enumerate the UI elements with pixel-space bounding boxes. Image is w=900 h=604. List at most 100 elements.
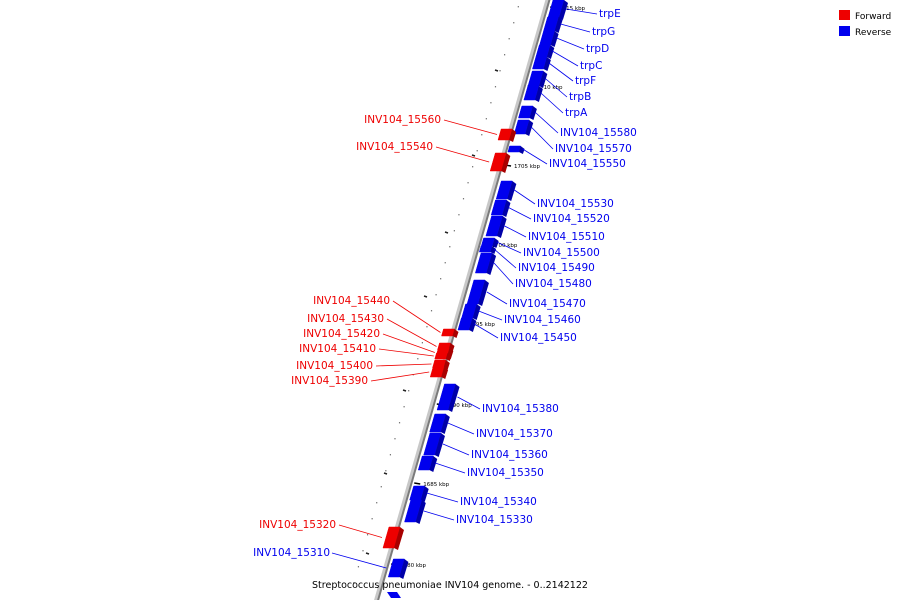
track-dot — [353, 582, 355, 584]
gene-blocks — [382, 0, 569, 598]
gene-block — [457, 317, 477, 332]
axis-tick — [414, 482, 421, 485]
gene-label: INV104_15350 — [467, 467, 544, 479]
label-leader — [338, 524, 383, 538]
gene-block — [404, 499, 426, 524]
label-leader — [478, 310, 503, 321]
gene-block — [532, 56, 551, 71]
track-dot — [376, 502, 378, 504]
gene-label: INV104_15340 — [460, 496, 537, 508]
label-leader — [493, 248, 517, 269]
axis-tick-label: 1710 kbp — [537, 85, 563, 91]
track-dot — [435, 294, 437, 296]
track-dot — [513, 22, 515, 24]
label-leader — [556, 37, 585, 50]
label-leader — [378, 348, 434, 357]
gene-label: INV104_15420 — [303, 328, 380, 340]
track-dot — [494, 86, 497, 88]
gene-block — [387, 592, 401, 598]
track-dot — [462, 198, 465, 200]
gene-label: INV104_15400 — [296, 360, 373, 372]
label-leader — [540, 92, 564, 114]
label-leader — [331, 552, 387, 569]
axis-tick-label: 1695 kbp — [469, 322, 495, 328]
gene-label: trpD — [586, 43, 609, 55]
gene-block — [434, 352, 452, 361]
track-dot — [430, 310, 433, 312]
track-dot — [421, 342, 423, 344]
label-leader — [435, 462, 466, 474]
gene-block — [479, 245, 497, 254]
gene-block — [489, 152, 511, 173]
track-dot — [389, 454, 392, 456]
gene-block — [432, 359, 450, 370]
gene-block — [481, 237, 499, 248]
gene-block — [497, 128, 517, 142]
gene-label: trpG — [592, 26, 615, 38]
gene-block — [507, 145, 525, 154]
gene-block — [461, 303, 481, 320]
track-dot — [481, 134, 483, 136]
label-leader — [426, 492, 459, 503]
gene-label: INV104_15410 — [299, 343, 376, 355]
track-dot — [380, 486, 382, 488]
label-leader — [375, 363, 432, 367]
gene-label: INV104_15490 — [518, 262, 595, 274]
track-dash — [471, 154, 476, 157]
label-leader — [530, 126, 554, 150]
gene-block — [518, 105, 537, 120]
label-leader — [447, 422, 475, 435]
label-leader — [565, 8, 598, 15]
axis-line — [376, 0, 551, 604]
axis-tick-label: 1705 kbp — [514, 164, 540, 170]
gene-label: INV104_15380 — [482, 403, 559, 415]
legend-reverse-swatch — [839, 26, 850, 36]
legend-reverse-label: Reverse — [855, 28, 892, 38]
gene-label: trpB — [569, 91, 591, 103]
genome-axis — [373, 0, 551, 604]
gene-label: INV104_15440 — [313, 295, 390, 307]
legend-forward-swatch — [839, 10, 850, 20]
gene-label: INV104_15470 — [509, 298, 586, 310]
track-dot — [440, 278, 442, 280]
gene-block — [387, 558, 409, 579]
track-dot — [490, 102, 492, 104]
label-leader — [486, 291, 508, 305]
gene-label: trpA — [565, 107, 588, 119]
gene-block — [543, 16, 563, 33]
track-dot — [453, 230, 455, 232]
track-dot — [517, 6, 519, 8]
axis-tick-label: 1715 kbp — [559, 6, 585, 12]
label-leader — [386, 318, 437, 347]
gene-block — [441, 328, 459, 338]
track-dot — [508, 38, 510, 40]
track-dot — [426, 326, 428, 328]
gene-label: INV104_15370 — [476, 428, 553, 440]
legend: Forward Reverse — [839, 10, 892, 38]
gene-block — [429, 366, 449, 379]
label-leader — [442, 443, 470, 456]
track-dot — [398, 422, 401, 424]
gene-label: INV104_15320 — [259, 519, 336, 531]
genome-caption: Streptococcus pneumoniae INV104 genome. … — [312, 580, 588, 591]
gene-label: INV104_15540 — [356, 141, 433, 153]
track-dot — [357, 566, 360, 568]
gene-block — [475, 252, 497, 275]
axis-tick-label: 1690 kbp — [446, 403, 472, 409]
track-dots — [353, 6, 519, 584]
track-dot — [449, 246, 451, 248]
track-dot — [485, 118, 487, 120]
gene-label: INV104_15530 — [537, 198, 614, 210]
track-dot — [408, 390, 410, 392]
gene-block — [429, 413, 450, 434]
gene-block — [423, 432, 445, 457]
gene-label: INV104_15330 — [456, 514, 533, 526]
gene-label: INV104_15450 — [500, 332, 577, 344]
gene-block — [539, 30, 559, 47]
track-dot — [371, 518, 373, 520]
track-dash — [494, 69, 499, 72]
label-leader — [443, 119, 498, 135]
gene-block — [523, 85, 543, 102]
track-dash — [383, 472, 388, 475]
